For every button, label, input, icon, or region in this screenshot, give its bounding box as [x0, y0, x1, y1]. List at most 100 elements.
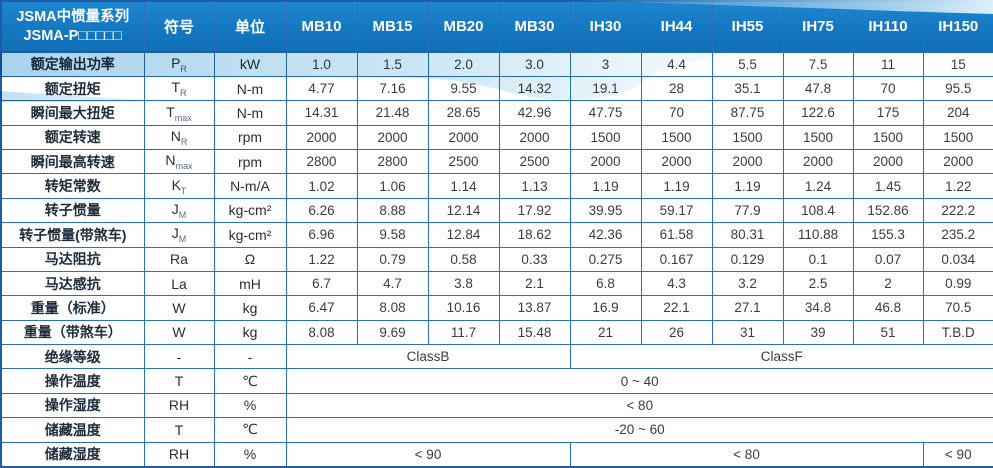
symbol-cell: T	[143, 417, 215, 443]
row-label: 储藏温度	[0, 417, 145, 443]
model-header-ih110: IH110	[852, 0, 924, 53]
value-cell-mb30: 18.62	[498, 222, 571, 248]
symbol-subscript: T	[180, 185, 187, 196]
symbol-base: W	[172, 299, 186, 316]
unit-cell: ℃	[213, 368, 287, 394]
symbol-base: N	[165, 152, 176, 169]
model-header-mb30: MB30	[498, 0, 571, 53]
spec-row: 马达阻抗 Ra Ω 1.22 0.79 0.58 0.33 0.275 0.167 0.129 0.…	[0, 246, 993, 272]
value-cell-ih75: 34.8	[782, 295, 854, 321]
row-label: 重量（带煞车）	[0, 319, 145, 346]
value-cell-ih110: 2000	[852, 148, 924, 175]
value-cell-ih75: 2.5	[782, 270, 854, 297]
value-cell-ih44: 26	[640, 319, 713, 346]
unit-cell: %	[213, 392, 287, 419]
model-header-ih30: IH30	[569, 0, 642, 53]
value-cell-ih110: 70	[852, 75, 924, 102]
series-title-cell: JSMA中惯量系列 JSMA-P□□□□□	[0, 0, 145, 53]
value-cell-ih55: 77.9	[711, 197, 784, 224]
value-cell-ih75: 122.6	[782, 100, 854, 126]
symbol-cell: JM	[143, 197, 215, 224]
symbol-cell: RH	[143, 441, 215, 468]
spec-row: 马达感抗 La mH 6.7 4.7 3.8 2.1 6.8 4.3 3.2 2.5 2 0.99	[0, 270, 993, 297]
spec-row: 额定输出功率 PR kW 1.0 1.5 2.0 3.0 3 4.4 5.5 7.5 11 15	[0, 51, 993, 77]
symbol-cell: La	[143, 270, 215, 297]
value-cell-ih150: 1500	[922, 124, 993, 151]
symbol-cell: -	[143, 343, 215, 370]
symbol-base: -	[176, 348, 182, 365]
value-cell-ih30: 42.36	[569, 222, 642, 248]
symbol-cell: NR	[143, 124, 215, 151]
row-label: 操作湿度	[0, 392, 145, 419]
unit-cell: ℃	[213, 417, 287, 443]
symbol-base: T	[174, 373, 184, 390]
value-cell-ih75: 47.8	[782, 75, 854, 102]
value-cell-ih30: 21	[569, 319, 642, 346]
spec-table-body: 额定输出功率 PR kW 1.0 1.5 2.0 3.0 3 4.4 5.5 7.5 11 15 额定扭矩…	[0, 51, 993, 468]
symbol-base: T	[171, 79, 181, 96]
row-label: 瞬间最大扭矩	[0, 100, 145, 126]
value-cell-mb20: 1.14	[427, 173, 500, 199]
symbol-base: K	[171, 176, 181, 193]
value-cell-ih30: 39.95	[569, 197, 642, 224]
symbol-base: W	[172, 324, 186, 341]
value-cell-ih75: 1500	[782, 124, 854, 151]
spec-row: 瞬间最大扭矩 Tmax N-m 14.31 21.48 28.65 42.96 47.75 70…	[0, 100, 993, 126]
unit-cell: Ω	[213, 246, 287, 272]
value-cell-mb10: 1.22	[285, 246, 358, 272]
value-cell-mb15: 0.79	[356, 246, 429, 272]
merged-value-cell: ClassF	[569, 343, 993, 370]
unit-cell: kg	[213, 319, 287, 346]
value-cell-ih110: 175	[852, 100, 924, 126]
value-cell-mb30: 42.96	[498, 100, 571, 126]
symbol-cell: W	[143, 319, 215, 346]
value-cell-mb15: 1.5	[356, 51, 429, 77]
value-cell-mb20: 2.0	[427, 51, 500, 77]
row-label: 瞬间最高转速	[0, 148, 145, 175]
symbol-base: J	[171, 201, 179, 218]
value-cell-ih55: 1.19	[711, 173, 784, 199]
value-cell-mb15: 9.69	[356, 319, 429, 346]
symbol-base: T	[166, 103, 175, 120]
value-cell-mb15: 21.48	[356, 100, 429, 126]
value-cell-ih44: 4.3	[640, 270, 713, 297]
value-cell-ih55: 27.1	[711, 295, 784, 321]
value-cell-mb30: 13.87	[498, 295, 571, 321]
value-cell-ih30: 19.1	[569, 75, 642, 102]
symbol-base: RH	[168, 446, 190, 463]
row-label: 绝缘等级	[0, 343, 145, 370]
value-cell-ih30: 2000	[569, 148, 642, 175]
value-cell-mb10: 8.08	[285, 319, 358, 346]
symbol-subscript: R	[180, 87, 187, 98]
spec-row-merged: 储藏湿度 RH% < 90 < 80 < 90	[0, 441, 993, 468]
value-cell-ih110: 155.3	[852, 222, 924, 248]
value-cell-mb30: 14.32	[498, 75, 571, 102]
unit-cell: kW	[213, 51, 287, 77]
symbol-subscript: M	[178, 209, 187, 220]
value-cell-mb10: 14.31	[285, 100, 358, 126]
value-cell-ih55: 5.5	[711, 51, 784, 77]
row-label: 马达阻抗	[0, 246, 145, 272]
model-header-mb10: MB10	[285, 0, 358, 53]
symbol-cell: W	[143, 295, 215, 321]
value-cell-mb10: 6.26	[285, 197, 358, 224]
value-cell-ih30: 0.275	[569, 246, 642, 272]
value-cell-ih55: 2000	[711, 148, 784, 175]
value-cell-ih44: 1.19	[640, 173, 713, 199]
value-cell-mb20: 11.7	[427, 319, 500, 346]
symbol-cell: Tmax	[143, 100, 215, 126]
value-cell-ih75: 39	[782, 319, 854, 346]
value-cell-mb10: 1.0	[285, 51, 358, 77]
symbol-column-header: 符号	[143, 0, 215, 53]
spec-row-merged: 储藏温度 T ℃ -20 ~ 60	[0, 417, 993, 443]
value-cell-mb30: 15.48	[498, 319, 571, 346]
unit-cell: -	[213, 343, 287, 370]
value-cell-mb20: 0.58	[427, 246, 500, 272]
value-cell-mb20: 3.8	[427, 270, 500, 297]
row-label: 转子惯量(带煞车)	[0, 222, 145, 248]
symbol-subscript: R	[180, 63, 187, 74]
row-label: 转子惯量	[0, 197, 145, 224]
merged-value-cell: < 90	[922, 441, 993, 468]
unit-cell: kg-cm²	[213, 197, 287, 224]
